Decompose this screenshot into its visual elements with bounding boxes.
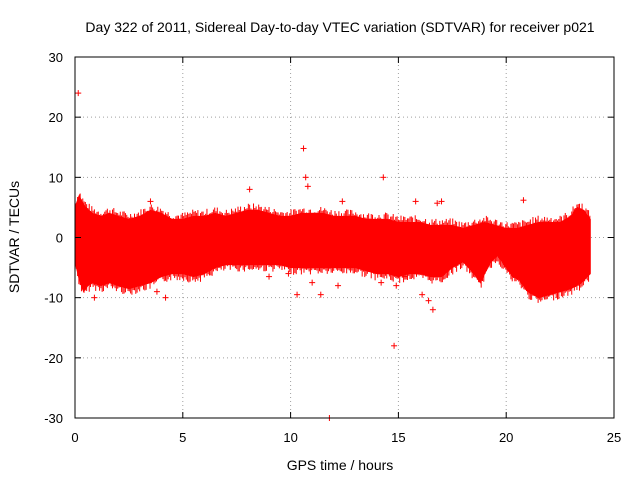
data-point (317, 291, 324, 298)
x-tick-label: 25 (607, 430, 621, 445)
data-point (75, 90, 82, 97)
data-point (378, 279, 385, 286)
chart-title: Day 322 of 2011, Sidereal Day-to-day VTE… (85, 19, 594, 35)
data-point (339, 198, 346, 205)
y-axis-label: SDTVAR / TECUs (6, 181, 22, 293)
data-points (74, 90, 591, 421)
y-tick-label: 10 (49, 170, 63, 185)
data-point (91, 294, 98, 301)
data-point (393, 282, 400, 289)
data-point (425, 297, 432, 304)
data-point (309, 279, 316, 286)
y-tick-label: -20 (44, 351, 63, 366)
data-point (162, 294, 169, 301)
data-point (434, 200, 441, 207)
y-tick-label: -30 (44, 411, 63, 426)
data-point (391, 342, 398, 349)
data-point (412, 198, 419, 205)
data-point (380, 174, 387, 181)
data-point (285, 270, 292, 277)
axis-ticks (74, 56, 615, 419)
data-point (304, 183, 311, 190)
x-tick-label: 0 (71, 430, 78, 445)
x-tick-label: 20 (499, 430, 513, 445)
data-point (419, 291, 426, 298)
y-tick-label: 0 (56, 231, 63, 246)
y-tick-labels: -30 -20 -10 0 10 20 30 (44, 50, 63, 426)
data-point (429, 306, 436, 313)
data-point (300, 145, 307, 152)
x-tick-labels: 0 5 10 15 20 25 (71, 430, 621, 445)
data-point (153, 288, 160, 295)
data-point (266, 273, 273, 280)
data-point (302, 174, 309, 181)
x-tick-label: 15 (391, 430, 405, 445)
x-axis-label: GPS time / hours (287, 457, 394, 473)
x-tick-label: 5 (179, 430, 186, 445)
data-point (401, 273, 408, 280)
data-point (438, 198, 445, 205)
y-tick-label: 30 (49, 50, 63, 65)
data-point (246, 186, 253, 193)
data-point (294, 291, 301, 298)
data-point (520, 197, 527, 204)
y-tick-label: 20 (49, 110, 63, 125)
y-tick-label: -10 (44, 291, 63, 306)
data-point (335, 282, 342, 289)
x-tick-label: 10 (283, 430, 297, 445)
data-point (147, 198, 154, 205)
